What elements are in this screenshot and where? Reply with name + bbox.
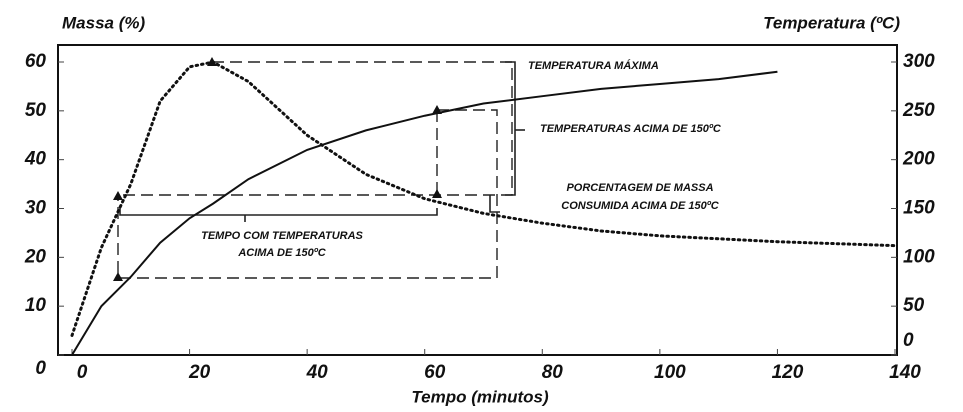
annotation: TEMPO COM TEMPERATURAS [201, 230, 363, 242]
y2-axis-label: Temperatura (ºC) [763, 13, 900, 32]
x-tick-label: 80 [542, 362, 564, 383]
annotation-lines [113, 57, 525, 281]
y-axis-label: Massa (%) [62, 13, 145, 32]
dashed-guide [118, 61, 513, 196]
x-tick-label: 120 [772, 362, 804, 383]
x-tick-label: 0 [77, 362, 88, 383]
y2-tick-label: 200 [902, 149, 935, 170]
series-line [70, 60, 897, 337]
y2-tick-label: 0 [903, 330, 914, 351]
y2-tick-label: 100 [903, 246, 935, 267]
marker [432, 189, 442, 198]
x-tick-label: 60 [424, 362, 446, 383]
y2-tick-label: 150 [903, 198, 935, 219]
annotation: ACIMA DE 150ºC [237, 247, 326, 259]
bracket [489, 195, 500, 213]
annotation: PORCENTAGEM DE MASSA [566, 182, 713, 194]
x-tick-label: 20 [188, 362, 211, 383]
bracket [505, 61, 516, 196]
y-tick-label: 60 [25, 51, 47, 72]
bracket [119, 208, 438, 222]
y-tick-label: 50 [25, 100, 47, 121]
y-tick-label: 40 [24, 149, 47, 170]
annotation: CONSUMIDA ACIMA DE 150ºC [561, 200, 719, 212]
series-line [71, 70, 778, 356]
plot-frame [57, 44, 898, 356]
x-tick-label: 100 [654, 362, 686, 383]
x-axis-label: Tempo (minutos) [411, 387, 549, 406]
dashed-guide [117, 109, 498, 279]
x-tick-label: 140 [889, 362, 921, 383]
annotation: TEMPERATURA MÁXIMA [528, 59, 659, 72]
y-tick-label: 10 [25, 295, 47, 316]
y2-tick-label: 300 [903, 51, 935, 72]
marker [113, 191, 123, 200]
y-tick-label: 30 [25, 198, 47, 219]
marker [113, 272, 123, 281]
x-tick-label: 40 [306, 362, 329, 383]
y-tick-label: 20 [24, 246, 47, 267]
y2-tick-label: 50 [903, 295, 925, 316]
y-tick-label: 0 [35, 358, 46, 379]
y2-tick-label: 250 [902, 100, 935, 121]
annotation: TEMPERATURAS ACIMA DE 150ºC [540, 123, 722, 135]
